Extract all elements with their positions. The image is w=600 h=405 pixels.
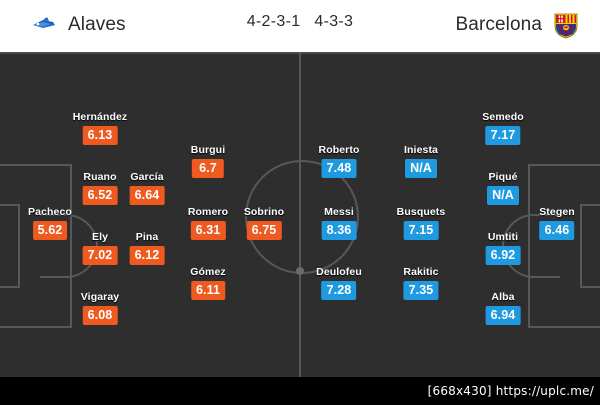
player-name: Roberto	[318, 144, 360, 156]
home-formation: 4-2-3-1	[246, 13, 301, 30]
player-rating: 6.11	[190, 281, 226, 300]
alaves-crest-icon	[30, 11, 58, 39]
player-name: Umtiti	[487, 231, 519, 243]
player-rating: 6.08	[82, 306, 118, 325]
right-goal-box	[580, 204, 600, 288]
match-header: Alaves 4-2-3-1 4-3-3 Barcelona	[0, 0, 600, 52]
player-rating: 8.36	[321, 221, 357, 240]
player-card[interactable]: Ruano 6.52	[82, 171, 118, 205]
player-name: Pacheco	[28, 206, 72, 218]
player-card[interactable]: Pacheco 5.62	[28, 206, 72, 240]
player-card[interactable]: Piqué N/A	[487, 171, 519, 205]
player-card[interactable]: Ely 7.02	[82, 231, 118, 265]
player-card[interactable]: Umtiti 6.92	[485, 231, 521, 265]
player-name: Semedo	[482, 111, 524, 123]
player-name: Sobrino	[243, 206, 285, 218]
player-card[interactable]: Stegen 6.46	[539, 206, 575, 240]
player-rating: N/A	[487, 186, 519, 205]
player-card[interactable]: Deulofeu 7.28	[316, 266, 362, 300]
player-card[interactable]: Gómez 6.11	[190, 266, 226, 300]
player-card[interactable]: Romero 6.31	[188, 206, 228, 240]
player-name: Hernández	[72, 111, 128, 123]
player-card[interactable]: Pina 6.12	[129, 231, 165, 265]
bottom-bar	[0, 377, 600, 405]
player-card[interactable]: Rakitic 7.35	[403, 266, 438, 300]
player-name: Gómez	[190, 266, 226, 278]
player-card[interactable]: García 6.64	[129, 171, 165, 205]
player-rating: 6.12	[129, 246, 165, 265]
player-name: Vigaray	[80, 291, 120, 303]
player-name: Pina	[135, 231, 159, 243]
player-rating: 7.28	[321, 281, 357, 300]
player-card[interactable]: Semedo 7.17	[482, 111, 524, 145]
player-card[interactable]: Busquets 7.15	[397, 206, 446, 240]
player-name: García	[130, 171, 164, 183]
player-card[interactable]: Messi 8.36	[321, 206, 357, 240]
player-rating: 6.94	[485, 306, 521, 325]
player-card[interactable]: Vigaray 6.08	[81, 291, 119, 325]
player-rating: 6.52	[82, 186, 118, 205]
player-rating: 6.7	[192, 159, 224, 178]
player-card[interactable]: Iniesta N/A	[404, 144, 438, 178]
player-rating: 7.48	[321, 159, 357, 178]
player-card[interactable]: Roberto 7.48	[319, 144, 360, 178]
player-rating: 6.13	[82, 126, 118, 145]
home-team-block[interactable]: Alaves	[30, 11, 126, 39]
barcelona-crest-icon	[552, 11, 580, 39]
player-name: Alba	[491, 291, 515, 303]
player-name: Romero	[187, 206, 229, 218]
player-rating: 7.02	[82, 246, 118, 265]
player-name: Piqué	[488, 171, 518, 183]
player-card[interactable]: Sobrino 6.75	[244, 206, 284, 240]
player-name: Deulofeu	[316, 266, 362, 278]
player-name: Ely	[91, 231, 109, 243]
player-rating: N/A	[405, 159, 437, 178]
player-name: Stegen	[539, 206, 575, 218]
away-team-name: Barcelona	[455, 14, 542, 35]
player-card[interactable]: Hernández 6.13	[73, 111, 128, 145]
player-rating: 7.35	[403, 281, 439, 300]
bottom-caption: [668x430] https://uplc.me/	[427, 384, 594, 398]
player-rating: 7.15	[403, 221, 439, 240]
center-spot	[296, 267, 304, 275]
player-name: Burgui	[190, 144, 226, 156]
pitch: Pacheco 5.62 Hernández 6.13 Ruano 6.52 Ely 7.02…	[0, 52, 600, 377]
away-formation: 4-3-3	[314, 13, 354, 30]
player-card[interactable]: Burgui 6.7	[191, 144, 225, 178]
player-name: Ruano	[83, 171, 117, 183]
player-card[interactable]: Alba 6.94	[485, 291, 521, 325]
player-rating: 6.31	[190, 221, 226, 240]
player-name: Rakitic	[403, 266, 439, 278]
player-name: Iniesta	[404, 144, 438, 156]
player-rating: 6.46	[539, 221, 575, 240]
player-rating: 5.62	[32, 221, 68, 240]
player-rating: 6.75	[246, 221, 282, 240]
home-team-name: Alaves	[68, 14, 126, 35]
player-rating: 6.92	[485, 246, 521, 265]
left-goal-box	[0, 204, 20, 288]
player-rating: 6.64	[129, 186, 165, 205]
formations: 4-2-3-1 4-3-3	[0, 13, 600, 31]
player-name: Messi	[324, 206, 354, 218]
away-team-block[interactable]: Barcelona	[456, 11, 580, 39]
player-name: Busquets	[396, 206, 446, 218]
player-rating: 7.17	[485, 126, 521, 145]
